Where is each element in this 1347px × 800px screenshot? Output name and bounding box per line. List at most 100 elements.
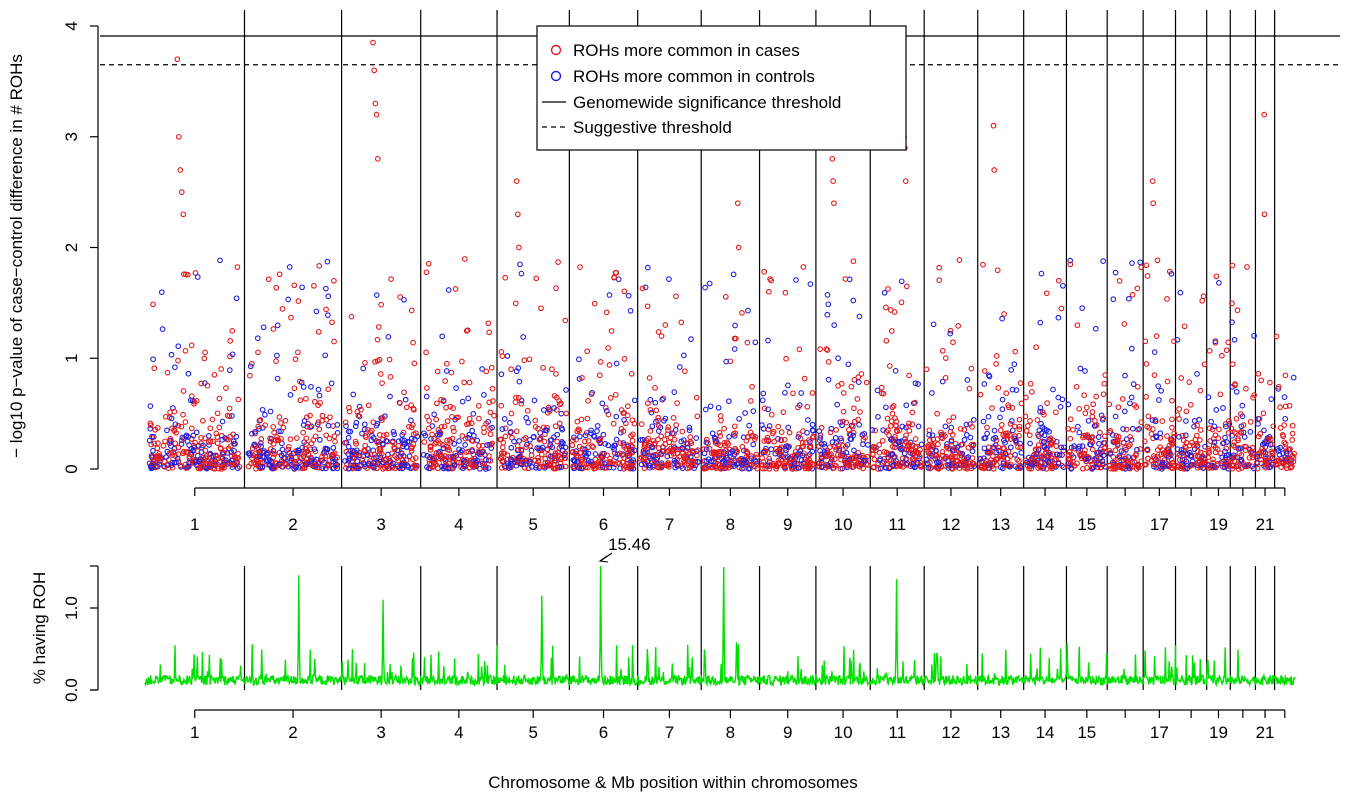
- scatter-point: [1109, 432, 1116, 438]
- scatter-point: [222, 447, 229, 454]
- scatter-point: [884, 415, 891, 422]
- scatter-point: [1127, 433, 1134, 440]
- scatter-point: [1078, 452, 1085, 458]
- scatter-point: [1267, 436, 1274, 442]
- scatter-point-peak: [829, 156, 836, 162]
- scatter-point: [952, 453, 958, 460]
- scatter-point: [403, 444, 410, 450]
- scatter-point: [533, 275, 540, 282]
- scatter-point: [1155, 383, 1162, 389]
- scatter-point: [1079, 305, 1086, 311]
- scatter-point: [717, 450, 723, 457]
- scatter-point: [775, 457, 782, 464]
- scatter-point: [963, 421, 970, 428]
- scatter-point: [885, 286, 891, 292]
- scatter-point: [374, 439, 381, 446]
- scatter-point: [939, 347, 946, 354]
- scatter-point: [985, 372, 992, 379]
- scatter-point: [1238, 429, 1244, 435]
- scatter-point: [1055, 460, 1062, 467]
- scatter-point: [629, 437, 636, 444]
- scatter-point: [429, 431, 435, 438]
- scatter-point: [326, 435, 333, 442]
- scatter-point: [1256, 415, 1263, 422]
- scatter-point: [917, 459, 924, 466]
- scatter-point: [732, 322, 738, 329]
- scatter-point: [810, 433, 817, 440]
- top-x-axis: 1 2 3 4 5 6 7 8 9 10 11 12 13 14 15 17 19 21: [190, 487, 1286, 534]
- scatter-point: [883, 461, 890, 468]
- scatter-point: [1247, 429, 1254, 435]
- scatter-point: [1077, 453, 1084, 459]
- scatter-point: [528, 447, 535, 454]
- scatter-point: [401, 389, 407, 396]
- scatter-point: [631, 447, 638, 454]
- scatter-point: [434, 400, 440, 407]
- scatter-point: [653, 407, 660, 414]
- scatter-point: [269, 465, 276, 472]
- scatter-point: [994, 267, 1001, 274]
- scatter-point: [824, 347, 831, 353]
- scatter-point: [1082, 368, 1088, 374]
- scatter-point: [270, 448, 277, 454]
- x-axis-title: Chromosome & Mb position within chromoso…: [488, 773, 857, 792]
- scatter-point: [926, 432, 933, 438]
- scatter-point: [374, 336, 381, 343]
- bottom-x-axis: 1 2 3 4 5 6 7 8 9 10 11 12 13 14 15 17 19 21: [190, 709, 1286, 742]
- scatter-point: [518, 397, 525, 404]
- scatter-point: [984, 449, 991, 456]
- scatter-point: [1037, 404, 1044, 411]
- scatter-point: [1273, 461, 1280, 468]
- scatter-point: [957, 425, 964, 432]
- scatter-point: [218, 454, 224, 460]
- scatter-point: [325, 293, 332, 300]
- scatter-point: [215, 455, 221, 462]
- scatter-point: [880, 390, 887, 397]
- scatter-point: [646, 375, 653, 381]
- scatter-point: [1278, 464, 1284, 470]
- scatter-point: [267, 438, 274, 445]
- scatter-point: [203, 453, 210, 459]
- scatter-point: [825, 301, 832, 308]
- scatter-point: [301, 418, 308, 424]
- scatter-point: [353, 441, 359, 447]
- scatter-point: [207, 425, 214, 432]
- scatter-point: [1023, 394, 1029, 401]
- scatter-point: [397, 400, 403, 406]
- scatter-point: [307, 412, 313, 419]
- scatter-point: [1127, 400, 1133, 407]
- scatter-point: [150, 453, 156, 460]
- scatter-point-peak: [373, 111, 380, 118]
- scatter-point: [399, 456, 406, 463]
- annotation-arrowhead: [598, 555, 609, 563]
- scatter-point: [423, 385, 430, 391]
- scatter-point: [1015, 444, 1021, 450]
- scatter-point: [443, 368, 450, 374]
- scatter-point: [274, 352, 280, 359]
- scatter-point: [641, 465, 648, 472]
- scatter-point: [607, 395, 614, 401]
- scatter-point: [1068, 452, 1075, 458]
- scatter-point: [1075, 445, 1082, 452]
- scatter-point: [397, 294, 404, 300]
- scatter-point: [1273, 333, 1280, 340]
- scatter-point: [1026, 432, 1033, 439]
- scatter-point: [823, 452, 830, 459]
- scatter-point: [228, 449, 235, 455]
- scatter-point: [1149, 417, 1156, 423]
- scatter-point: [1033, 344, 1039, 351]
- scatter-point: [784, 454, 791, 460]
- scatter-point: [223, 457, 229, 463]
- scatter-point: [538, 305, 544, 312]
- scatter-point: [311, 446, 318, 452]
- scatter-point: [1085, 417, 1092, 424]
- scatter-point: [1030, 452, 1037, 459]
- scatter-point: [1220, 440, 1226, 447]
- scatter-point: [342, 419, 349, 426]
- scatter-point: [1112, 447, 1119, 454]
- scatter-point: [950, 339, 956, 346]
- scatter-point: [998, 422, 1005, 428]
- scatter-point: [389, 439, 396, 446]
- scatter-point: [1281, 422, 1288, 428]
- scatter-point: [162, 438, 168, 445]
